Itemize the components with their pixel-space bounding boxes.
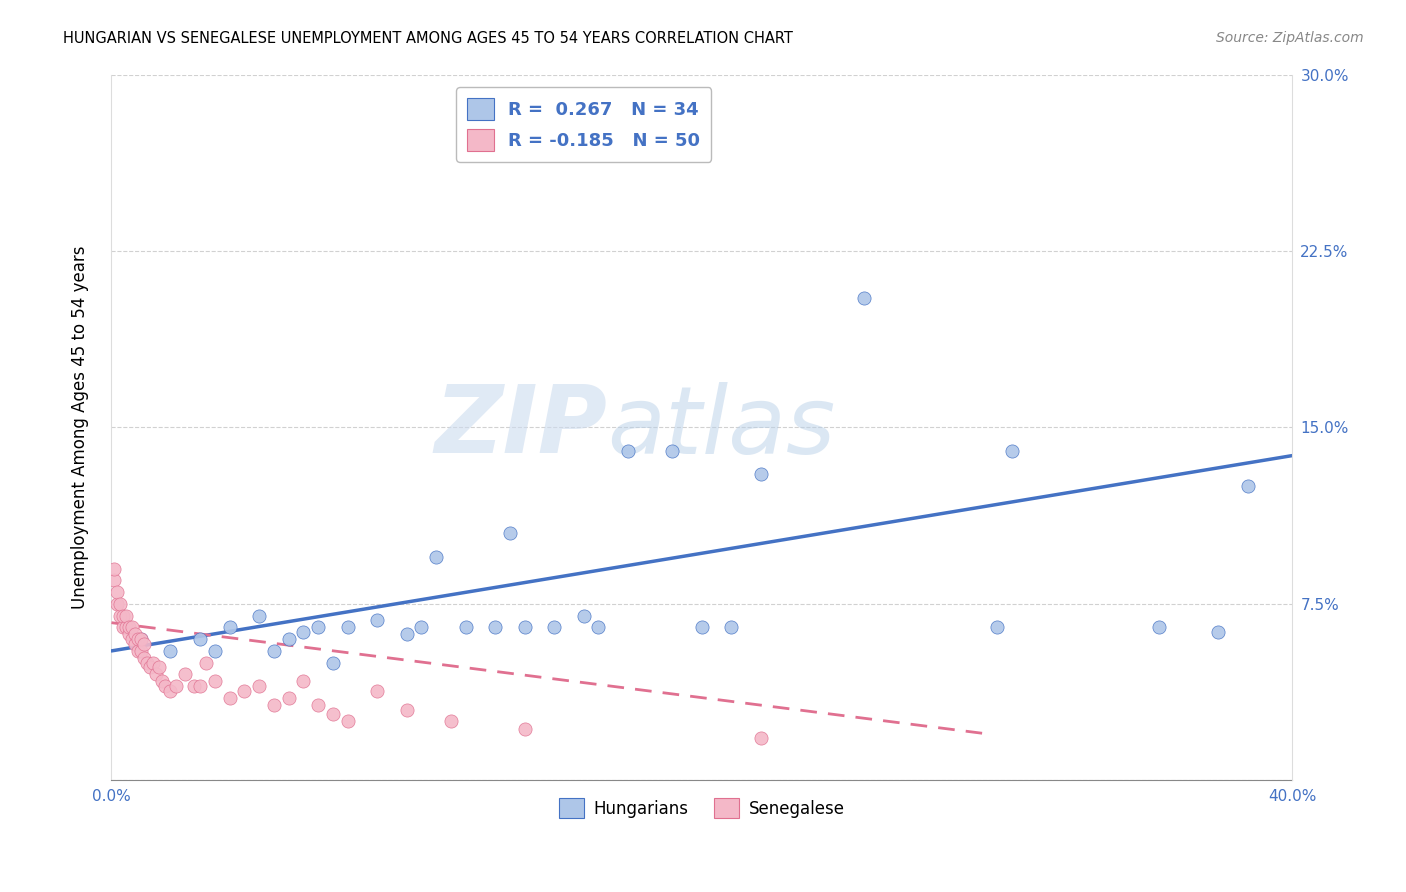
- Point: [129, 644, 152, 658]
- Y-axis label: Unemployment Among Ages 45 to 54 years: Unemployment Among Ages 45 to 54 years: [72, 245, 89, 609]
- Point: [129, 632, 152, 647]
- Point: [183, 679, 205, 693]
- Point: [395, 703, 418, 717]
- Point: [110, 608, 132, 623]
- Point: [204, 674, 226, 689]
- Point: [617, 444, 640, 458]
- Point: [986, 620, 1008, 634]
- Point: [121, 620, 143, 634]
- Text: HUNGARIAN VS SENEGALESE UNEMPLOYMENT AMONG AGES 45 TO 54 YEARS CORRELATION CHART: HUNGARIAN VS SENEGALESE UNEMPLOYMENT AMO…: [63, 31, 793, 46]
- Point: [105, 585, 128, 599]
- Point: [263, 644, 285, 658]
- Point: [1000, 444, 1022, 458]
- Point: [188, 679, 211, 693]
- Point: [749, 467, 772, 482]
- Point: [118, 627, 141, 641]
- Point: [307, 698, 329, 712]
- Point: [148, 660, 170, 674]
- Point: [145, 667, 167, 681]
- Point: [103, 574, 125, 588]
- Point: [194, 656, 217, 670]
- Point: [233, 684, 256, 698]
- Point: [366, 613, 388, 627]
- Point: [425, 549, 447, 564]
- Point: [115, 608, 138, 623]
- Point: [749, 731, 772, 745]
- Point: [159, 684, 181, 698]
- Point: [174, 667, 197, 681]
- Point: [292, 625, 315, 640]
- Point: [112, 608, 135, 623]
- Point: [513, 620, 536, 634]
- Point: [588, 620, 610, 634]
- Point: [1206, 625, 1229, 640]
- Point: [129, 632, 152, 647]
- Point: [720, 620, 742, 634]
- Point: [1236, 479, 1258, 493]
- Point: [127, 632, 149, 647]
- Point: [121, 632, 143, 647]
- Point: [513, 722, 536, 736]
- Point: [543, 620, 565, 634]
- Point: [853, 291, 876, 305]
- Point: [411, 620, 433, 634]
- Point: [105, 597, 128, 611]
- Point: [395, 627, 418, 641]
- Point: [307, 620, 329, 634]
- Point: [336, 620, 359, 634]
- Point: [124, 627, 146, 641]
- Point: [118, 620, 141, 634]
- Point: [153, 679, 176, 693]
- Point: [103, 561, 125, 575]
- Point: [132, 651, 155, 665]
- Point: [142, 656, 165, 670]
- Point: [110, 597, 132, 611]
- Point: [115, 620, 138, 634]
- Point: [165, 679, 187, 693]
- Point: [135, 656, 157, 670]
- Point: [139, 660, 162, 674]
- Point: [204, 644, 226, 658]
- Point: [127, 644, 149, 658]
- Point: [366, 684, 388, 698]
- Point: [277, 632, 299, 647]
- Text: Source: ZipAtlas.com: Source: ZipAtlas.com: [1216, 31, 1364, 45]
- Point: [454, 620, 477, 634]
- Legend: Hungarians, Senegalese: Hungarians, Senegalese: [553, 791, 852, 825]
- Point: [112, 620, 135, 634]
- Point: [322, 707, 344, 722]
- Point: [247, 608, 270, 623]
- Point: [572, 608, 595, 623]
- Point: [1147, 620, 1170, 634]
- Point: [218, 690, 240, 705]
- Text: atlas: atlas: [607, 382, 835, 473]
- Point: [150, 674, 173, 689]
- Point: [499, 526, 522, 541]
- Point: [132, 637, 155, 651]
- Point: [124, 637, 146, 651]
- Point: [336, 714, 359, 729]
- Point: [322, 656, 344, 670]
- Point: [484, 620, 506, 634]
- Point: [218, 620, 240, 634]
- Point: [661, 444, 683, 458]
- Text: ZIP: ZIP: [434, 382, 607, 474]
- Point: [247, 679, 270, 693]
- Point: [159, 644, 181, 658]
- Point: [263, 698, 285, 712]
- Point: [440, 714, 463, 729]
- Point: [277, 690, 299, 705]
- Point: [188, 632, 211, 647]
- Point: [690, 620, 713, 634]
- Point: [292, 674, 315, 689]
